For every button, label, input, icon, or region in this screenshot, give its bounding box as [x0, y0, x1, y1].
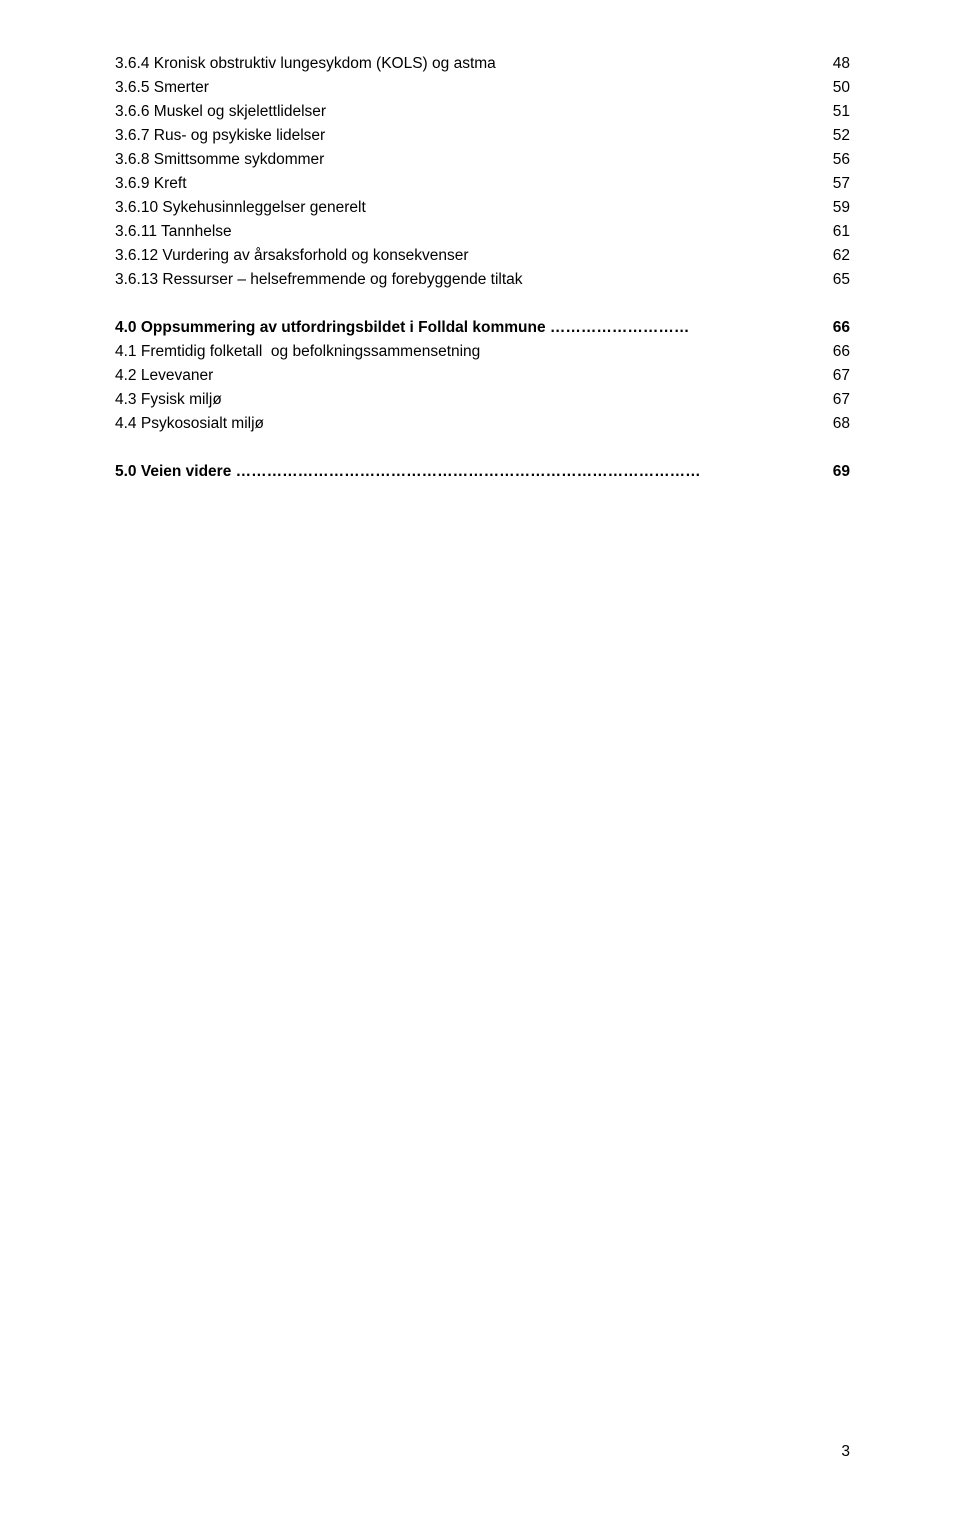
spacer — [115, 436, 850, 460]
toc-block-3: 5.0 Veien videre ……………………………………………………………… — [115, 460, 850, 484]
toc-page: 69 — [820, 460, 850, 484]
toc-page: 56 — [820, 148, 850, 172]
toc-label: 4.1 Fremtidig folketall og befolkningssa… — [115, 340, 480, 364]
toc-label: 4.0 Oppsummering av utfordringsbildet i … — [115, 316, 689, 340]
toc-entry: 4.2 Levevaner 67 — [115, 364, 850, 388]
toc-entry: 3.6.12 Vurdering av årsaksforhold og kon… — [115, 244, 850, 268]
toc-entry: 3.6.4 Kronisk obstruktiv lungesykdom (KO… — [115, 52, 850, 76]
toc-entry: 4.3 Fysisk miljø 67 — [115, 388, 850, 412]
toc-label: 3.6.7 Rus- og psykiske lidelser — [115, 124, 325, 148]
document-page: 3.6.4 Kronisk obstruktiv lungesykdom (KO… — [0, 0, 960, 1521]
toc-entry: 5.0 Veien videre ……………………………………………………………… — [115, 460, 850, 484]
toc-entry: 3.6.9 Kreft 57 — [115, 172, 850, 196]
toc-page: 66 — [820, 340, 850, 364]
toc-label: 3.6.12 Vurdering av årsaksforhold og kon… — [115, 244, 469, 268]
page-number: 3 — [841, 1443, 850, 1461]
toc-label: 3.6.8 Smittsomme sykdommer — [115, 148, 324, 172]
toc-page: 50 — [820, 76, 850, 100]
toc-page: 59 — [820, 196, 850, 220]
toc-entry: 3.6.8 Smittsomme sykdommer 56 — [115, 148, 850, 172]
spacer — [115, 292, 850, 316]
toc-page: 62 — [820, 244, 850, 268]
toc-label: 3.6.6 Muskel og skjelettlidelser — [115, 100, 326, 124]
toc-label: 4.4 Psykososialt miljø — [115, 412, 264, 436]
toc-page: 66 — [820, 316, 850, 340]
toc-page: 48 — [820, 52, 850, 76]
toc-label: 3.6.11 Tannhelse — [115, 220, 232, 244]
toc-label: 3.6.10 Sykehusinnleggelser generelt — [115, 196, 366, 220]
toc-page: 52 — [820, 124, 850, 148]
toc-block-2: 4.0 Oppsummering av utfordringsbildet i … — [115, 316, 850, 436]
toc-page: 67 — [820, 364, 850, 388]
toc-entry: 3.6.6 Muskel og skjelettlidelser 51 — [115, 100, 850, 124]
toc-entry: 3.6.13 Ressurser – helsefremmende og for… — [115, 268, 850, 292]
toc-block-1: 3.6.4 Kronisk obstruktiv lungesykdom (KO… — [115, 52, 850, 292]
toc-label: 4.2 Levevaner — [115, 364, 213, 388]
toc-entry: 3.6.7 Rus- og psykiske lidelser 52 — [115, 124, 850, 148]
toc-page: 68 — [820, 412, 850, 436]
toc-page: 65 — [820, 268, 850, 292]
toc-entry: 4.0 Oppsummering av utfordringsbildet i … — [115, 316, 850, 340]
toc-page: 51 — [820, 100, 850, 124]
toc-entry: 3.6.5 Smerter 50 — [115, 76, 850, 100]
toc-label: 4.3 Fysisk miljø — [115, 388, 222, 412]
toc-label: 5.0 Veien videre ……………………………………………………………… — [115, 460, 701, 484]
toc-entry: 3.6.11 Tannhelse 61 — [115, 220, 850, 244]
toc-entry: 4.1 Fremtidig folketall og befolkningssa… — [115, 340, 850, 364]
toc-page: 61 — [820, 220, 850, 244]
toc-entry: 3.6.10 Sykehusinnleggelser generelt 59 — [115, 196, 850, 220]
toc-label: 3.6.4 Kronisk obstruktiv lungesykdom (KO… — [115, 52, 496, 76]
toc-label: 3.6.5 Smerter — [115, 76, 209, 100]
toc-page: 57 — [820, 172, 850, 196]
toc-label: 3.6.9 Kreft — [115, 172, 187, 196]
toc-page: 67 — [820, 388, 850, 412]
toc-entry: 4.4 Psykososialt miljø 68 — [115, 412, 850, 436]
toc-label: 3.6.13 Ressurser – helsefremmende og for… — [115, 268, 523, 292]
